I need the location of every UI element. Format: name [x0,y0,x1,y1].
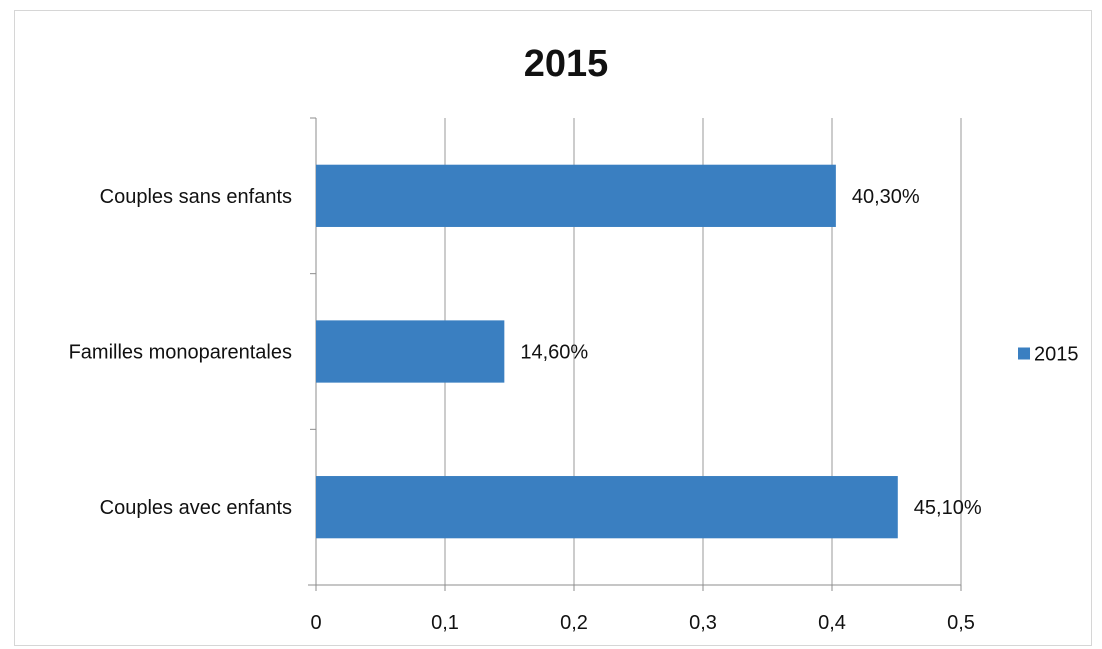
x-tick-label: 0,1 [431,612,459,634]
category-label: Couples sans enfants [100,186,292,208]
category-label: Familles monoparentales [69,342,292,364]
bar-layer [316,164,898,539]
data-label: 40,30% [852,186,920,208]
bar [316,164,836,227]
x-tick-label: 0,4 [818,612,846,634]
legend-label: 2015 [1034,344,1079,366]
x-tick-label: 0,3 [689,612,717,634]
data-label: 45,10% [914,497,982,519]
legend-swatch [1018,347,1030,360]
legend: 2015 [1018,344,1079,366]
bar [316,476,898,539]
x-tick-label: 0 [310,612,321,634]
x-tick-label: 0,5 [947,612,975,634]
x-tick-label: 0,2 [560,612,588,634]
chart-frame [14,10,1092,646]
chart-title: 2015 [524,43,609,85]
label-layer: Couples sans enfants 40,30% Familles monop… [69,186,982,519]
category-label: Couples avec enfants [100,497,292,519]
data-label: 14,60% [520,342,588,364]
bar [316,320,505,383]
